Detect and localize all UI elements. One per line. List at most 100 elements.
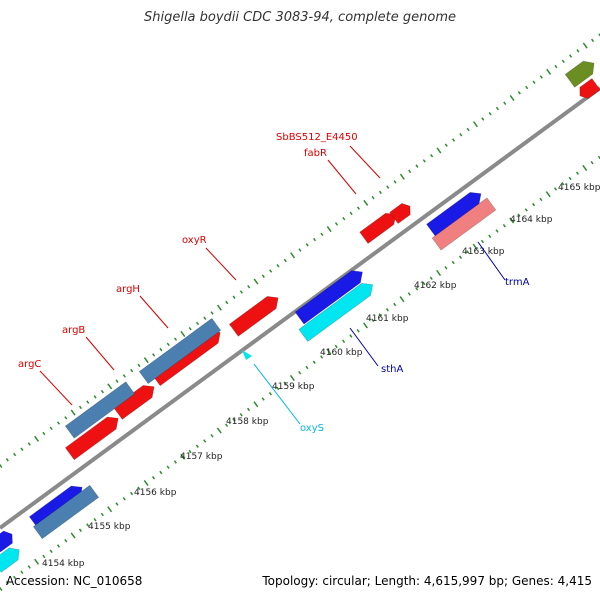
outer-tick-ring xyxy=(488,112,492,116)
kbp-label: 4155 kbp xyxy=(88,522,131,532)
kbp-label: 4163 kbp xyxy=(462,247,505,257)
gene-label[interactable]: argC xyxy=(18,359,41,370)
kbp-label: 4162 kbp xyxy=(414,281,457,291)
outer-tick-ring xyxy=(152,353,156,357)
trna-feature[interactable] xyxy=(0,544,24,573)
outer-tick-ring xyxy=(481,117,485,121)
outer-tick-ring xyxy=(49,426,53,431)
inner-tick-ring xyxy=(78,528,82,532)
outer-tick-ring xyxy=(0,463,3,469)
gene-feature[interactable] xyxy=(32,484,100,540)
outer-tick-ring xyxy=(459,132,463,137)
inner-tick-ring xyxy=(195,444,199,448)
sthA-gene-feature[interactable] xyxy=(298,279,377,342)
gene-label[interactable]: oxyR xyxy=(182,235,207,246)
inner-tick-ring xyxy=(93,518,97,522)
inner-tick-ring xyxy=(305,365,309,370)
inner-tick-ring xyxy=(488,234,492,238)
trmA-cds-feature[interactable] xyxy=(426,188,486,237)
inner-tick-ring xyxy=(532,202,536,207)
outer-tick-ring xyxy=(239,290,243,294)
inner-tick-ring xyxy=(509,217,515,224)
gene-label[interactable]: SbBS512_E4450 xyxy=(276,132,358,143)
outer-tick-ring xyxy=(320,232,324,237)
inner-tick-ring xyxy=(472,243,478,250)
kbp-label: 4157 kbp xyxy=(180,452,223,462)
outer-tick-ring xyxy=(253,278,259,285)
outer-tick-ring xyxy=(232,295,236,299)
inner-tick-ring xyxy=(480,239,484,244)
sthA-cds-feature[interactable] xyxy=(294,266,367,325)
gene-label[interactable]: oxyS xyxy=(300,423,324,434)
outer-tick-ring xyxy=(195,321,200,326)
outer-tick-ring xyxy=(539,75,543,79)
outer-tick-ring xyxy=(569,54,573,58)
outer-tick-ring xyxy=(546,68,552,75)
gene-label[interactable]: sthA xyxy=(381,364,403,375)
outer-tick-ring xyxy=(532,80,536,85)
argB-gene-feature[interactable] xyxy=(64,381,136,439)
outer-tick-ring xyxy=(378,190,382,195)
outer-tick-ring xyxy=(269,269,273,273)
cds-feature[interactable] xyxy=(576,78,600,101)
oxyS-feature[interactable] xyxy=(242,350,252,360)
inner-tick-ring xyxy=(27,565,31,569)
outer-tick-ring xyxy=(517,91,521,95)
inner-tick-ring xyxy=(356,328,360,333)
label-leader-line xyxy=(349,327,379,367)
outer-tick-ring xyxy=(313,237,317,242)
inner-tick-ring xyxy=(590,160,594,165)
inner-tick-ring xyxy=(415,286,419,291)
outer-tick-ring xyxy=(349,211,353,216)
outer-tick-ring xyxy=(78,405,83,410)
inner-tick-ring xyxy=(203,439,207,443)
inner-tick-ring xyxy=(216,427,222,434)
inner-tick-ring xyxy=(407,292,411,296)
SbBS512_E4450-feature[interactable] xyxy=(389,200,414,224)
oxyR-feature[interactable] xyxy=(228,292,282,337)
inner-tick-ring xyxy=(100,512,104,517)
inner-tick-ring xyxy=(34,558,40,565)
outer-tick-ring xyxy=(188,326,192,331)
argH-gene-feature[interactable] xyxy=(138,317,222,385)
inner-tick-ring xyxy=(13,575,17,580)
feature-track xyxy=(0,57,600,573)
inner-tick-ring xyxy=(495,229,499,233)
argC-feature[interactable] xyxy=(64,412,122,461)
outer-tick-ring xyxy=(86,400,90,404)
fabR-feature[interactable] xyxy=(359,209,401,244)
inner-tick-ring xyxy=(232,418,236,422)
outer-tick-ring xyxy=(122,374,126,378)
inner-tick-ring xyxy=(502,223,506,228)
kbp-label: 4154 kbp xyxy=(42,559,85,569)
inner-tick-ring xyxy=(210,433,214,438)
gene-label[interactable]: trmA xyxy=(505,277,530,288)
inner-tick-ring xyxy=(429,276,433,280)
kbp-label: 4156 kbp xyxy=(134,488,177,498)
inner-tick-ring xyxy=(545,191,551,198)
rrna-feature[interactable] xyxy=(564,57,599,88)
cds-feature[interactable] xyxy=(0,528,16,553)
inner-tick-ring xyxy=(458,255,463,259)
outer-tick-ring xyxy=(159,347,163,352)
outer-tick-ring xyxy=(444,143,448,147)
outer-tick-ring xyxy=(503,101,507,105)
inner-tick-ring xyxy=(159,470,163,475)
inner-tick-ring xyxy=(399,296,405,303)
gene-label[interactable]: fabR xyxy=(304,148,327,159)
argB-feature[interactable] xyxy=(113,381,158,420)
outer-tick-ring xyxy=(115,379,119,383)
trmA-gene-feature[interactable] xyxy=(431,197,497,251)
inner-tick-ring xyxy=(261,397,265,401)
gene-labels: SbBS512_E4450 fabR oxyR argH argB argC trmA sth… xyxy=(18,132,530,434)
inner-tick-ring xyxy=(64,539,68,543)
map-title: Shigella boydii CDC 3083-94, complete ge… xyxy=(143,10,457,25)
gene-label[interactable]: argH xyxy=(116,284,140,295)
gene-label[interactable]: argB xyxy=(62,325,85,336)
outer-tick-ring xyxy=(326,226,332,233)
inner-tick-ring xyxy=(130,491,134,496)
inner-tick-ring xyxy=(517,213,521,217)
outer-tick-ring xyxy=(56,421,61,425)
inner-tick-ring xyxy=(524,208,528,212)
label-leader-line xyxy=(253,363,301,425)
